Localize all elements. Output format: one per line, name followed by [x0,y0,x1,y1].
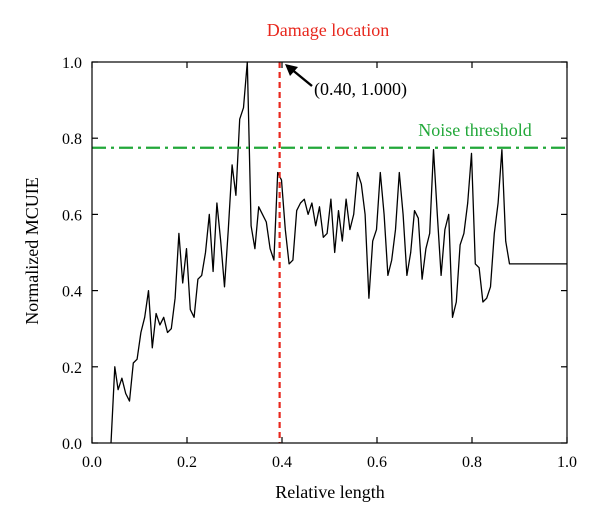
plot-area [110,61,567,444]
noise-threshold-label: Noise threshold [418,120,531,140]
x-tick-label: 0.4 [272,454,292,471]
x-tick-label: 0.0 [82,454,102,471]
y-tick-label: 0.2 [62,360,82,377]
y-tick-label: 1.0 [62,55,82,72]
y-tick-label: 0.4 [62,284,82,301]
y-axis-label: Normalized MCUIE [22,177,42,324]
y-tick-label: 0.0 [62,436,82,453]
peak-arrow-head [285,64,298,76]
x-tick-label: 0.2 [177,454,197,471]
axes [91,61,568,444]
reference-lines [92,62,567,443]
series-line-0 [110,61,567,444]
x-tick-label: 1.0 [557,454,577,471]
x-tick-label: 0.6 [367,454,387,471]
peak-annotation: (0.40, 1.000) [314,79,407,100]
y-tick-label: 0.8 [62,131,82,148]
chart-text: Relative length Normalized MCUIE Damage … [22,20,577,502]
x-tick-label: 0.8 [462,454,482,471]
x-axis-label: Relative length [275,482,384,502]
plot-frame [91,61,568,444]
damage-location-label: Damage location [267,20,389,40]
y-tick-label: 0.6 [62,207,82,224]
